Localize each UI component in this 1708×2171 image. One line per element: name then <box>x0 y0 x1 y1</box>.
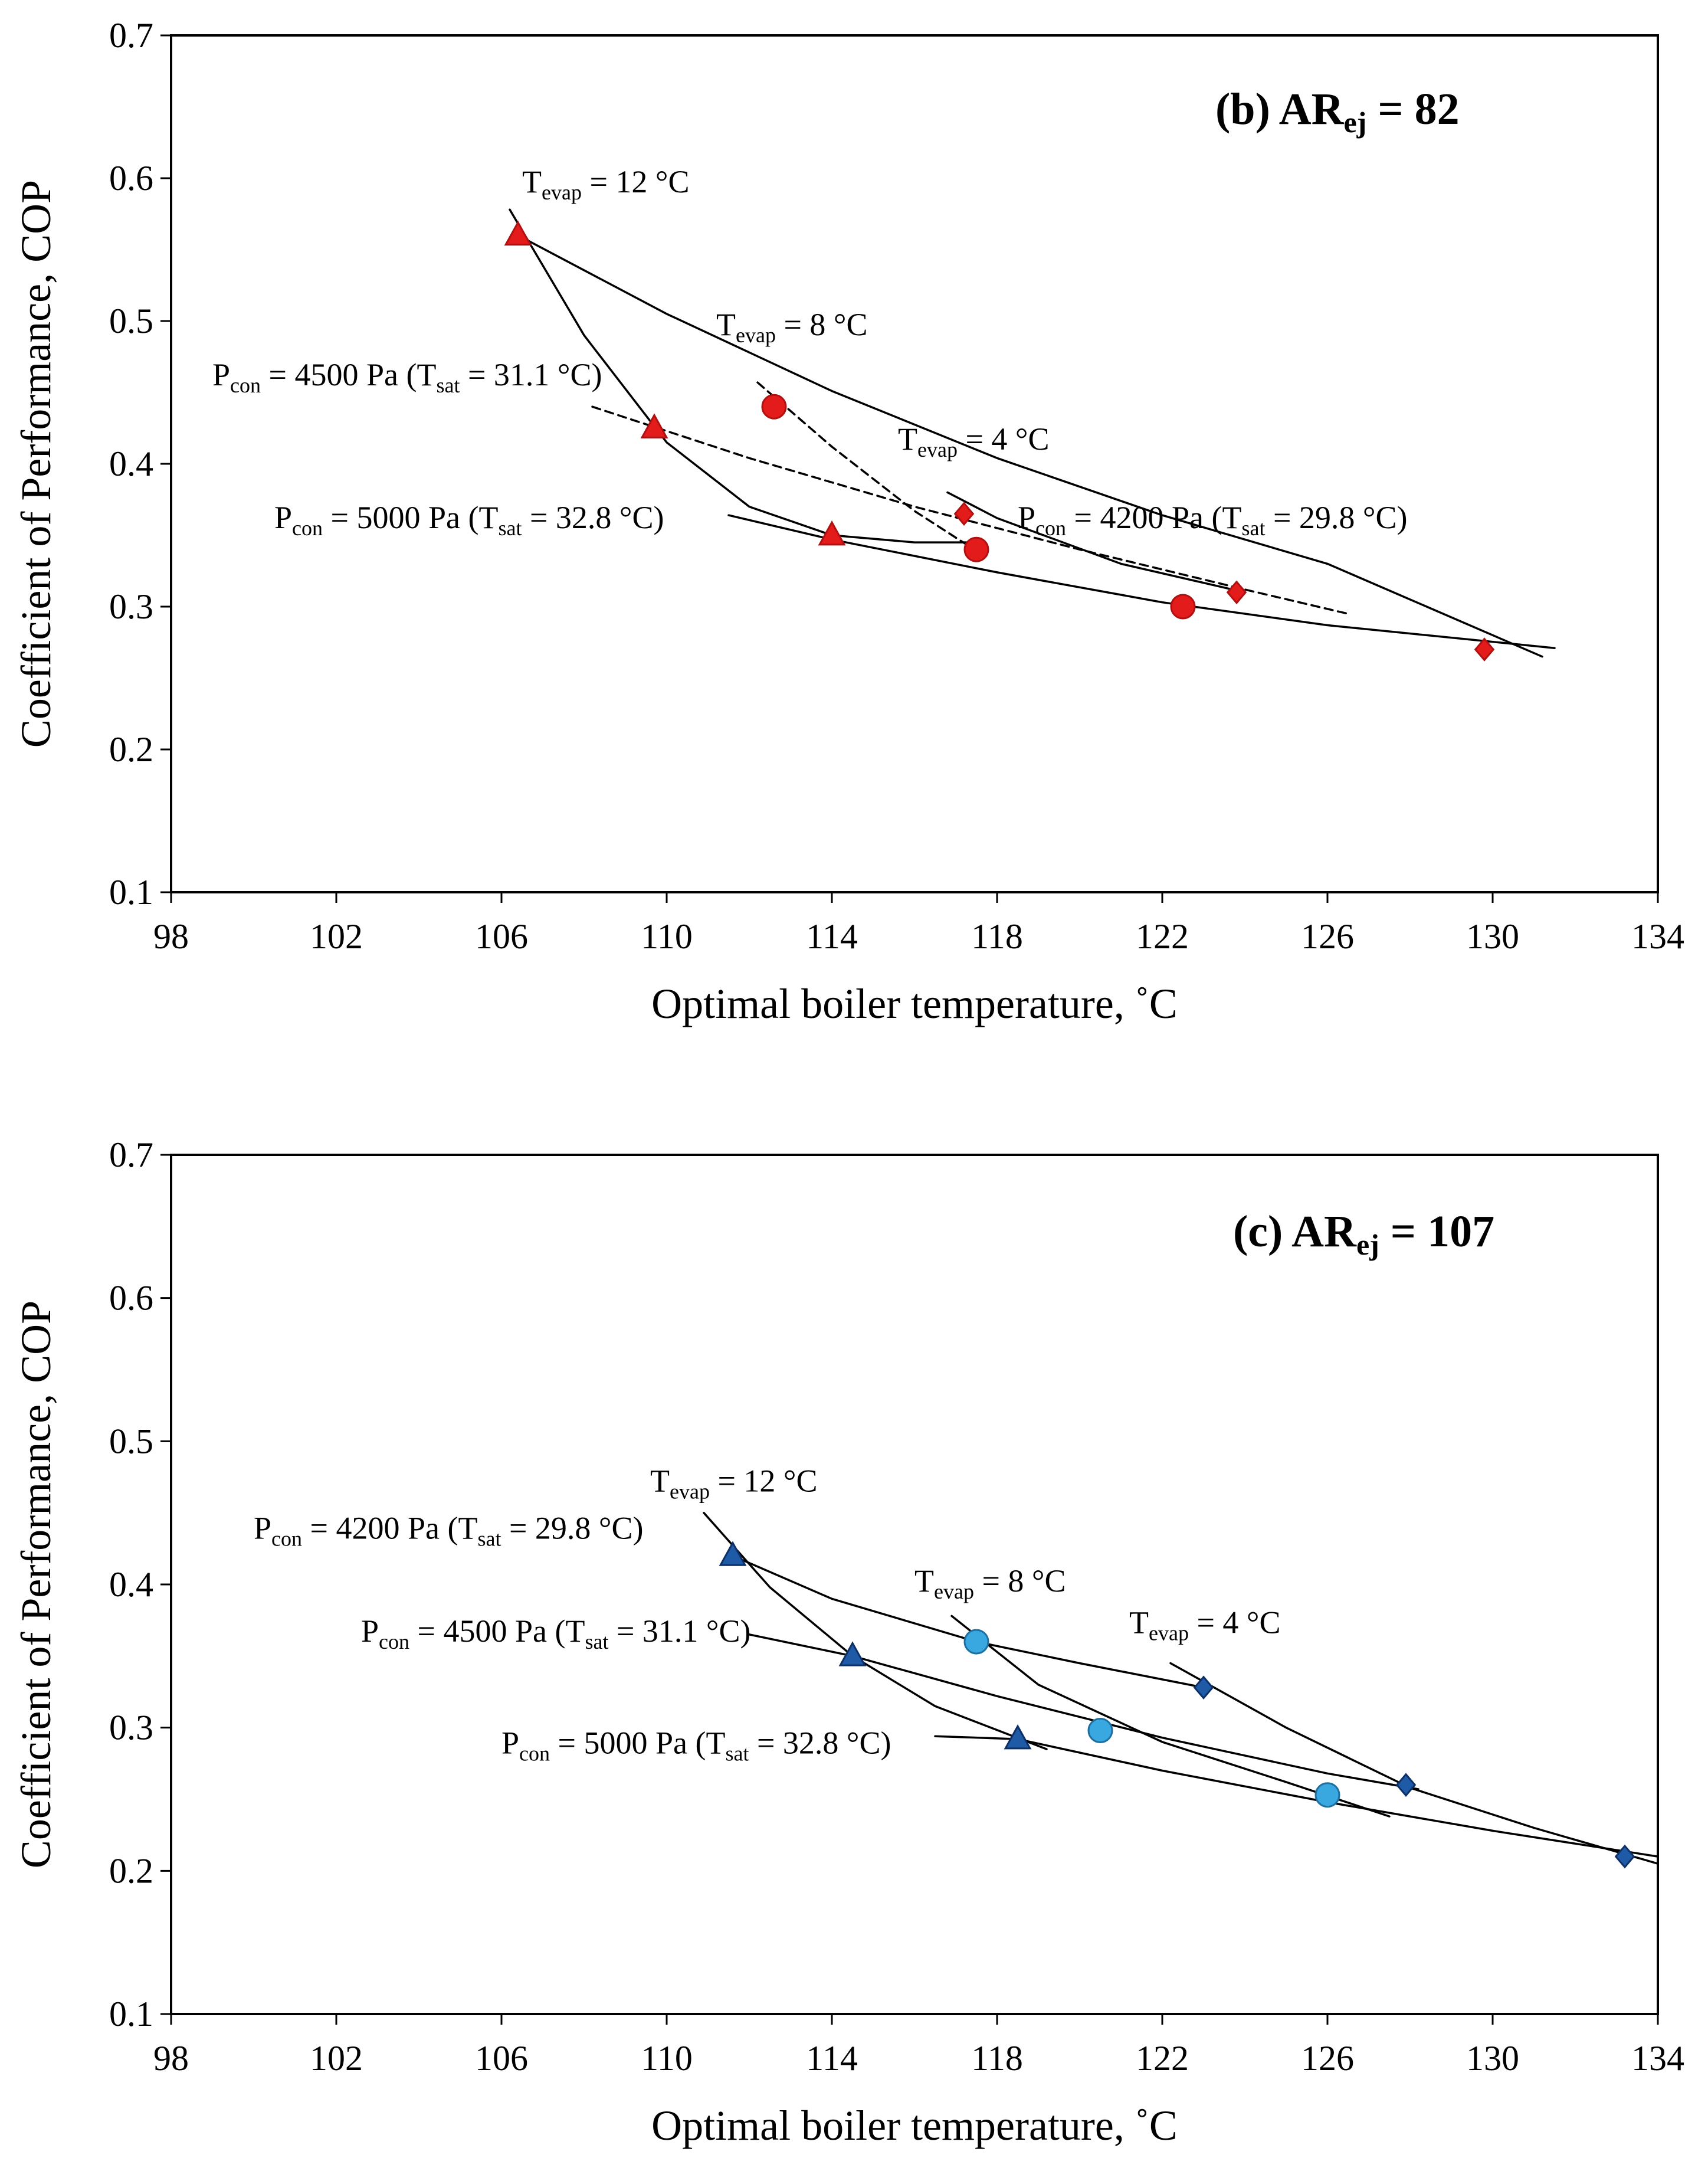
x-tick-label: 106 <box>475 917 528 956</box>
circle-marker <box>1170 594 1196 620</box>
x-tick-label: 98 <box>153 2039 189 2078</box>
curve-annotation: Pcon = 4200 Pa (Tsat = 29.8 °C) <box>254 1510 644 1550</box>
chart-panel-c: 98 102 106 110 114 118 122 126 130 134 0.1 0.2 0.3 0.… <box>12 1135 1684 2149</box>
y-tick-label: 0.4 <box>109 1565 153 1604</box>
x-tick-label: 98 <box>153 917 189 956</box>
y-tick-label: 0.5 <box>109 302 153 340</box>
x-tick-label: 102 <box>310 917 363 956</box>
circle-marker <box>963 536 989 562</box>
circle-marker <box>963 1629 989 1655</box>
curve-line <box>1169 1662 1659 1865</box>
curve-annotation: Pcon = 5000 Pa (Tsat = 32.8 °C) <box>501 1725 891 1765</box>
curve-line <box>756 381 978 552</box>
y-tick-label: 0.6 <box>109 1279 153 1318</box>
panel-title: (c) ARej = 107 <box>1233 1207 1494 1261</box>
x-tick-label: 118 <box>971 2039 1023 2078</box>
y-tick-label: 0.3 <box>109 1708 153 1747</box>
diamond-marker <box>1226 580 1247 605</box>
x-tick-label: 126 <box>1301 917 1354 956</box>
x-tick-label: 130 <box>1466 917 1519 956</box>
y-tick-label: 0.2 <box>109 1851 153 1890</box>
curve-annotation: Pcon = 4500 Pa (Tsat = 31.1 °C) <box>361 1613 751 1653</box>
curve-annotation: Tevap = 4 °C <box>898 421 1050 461</box>
triangle-marker <box>504 220 532 246</box>
curve-annotation: Tevap = 8 °C <box>716 307 868 347</box>
y-tick-label: 0.7 <box>109 16 153 55</box>
triangle-marker <box>640 413 668 438</box>
curve-line <box>591 405 1349 615</box>
curve-annotation: Pcon = 5000 Pa (Tsat = 32.8 °C) <box>274 500 664 540</box>
curve-annotation: Pcon = 4500 Pa (Tsat = 31.1 °C) <box>212 357 602 397</box>
x-tick-label: 110 <box>641 2039 693 2078</box>
plot-frame <box>170 34 1659 893</box>
y-axis-title: Coefficient of Performance, COP <box>12 180 60 748</box>
curve-annotation: Tevap = 12 °C <box>650 1463 818 1503</box>
curve-line <box>727 514 1556 649</box>
y-tick-label: 0.6 <box>109 159 153 198</box>
x-tick-label: 106 <box>475 2039 528 2078</box>
curve-line <box>946 491 1246 594</box>
x-tick-label: 126 <box>1301 2039 1354 2078</box>
x-tick-label: 134 <box>1631 2039 1684 2078</box>
x-tick-label: 130 <box>1466 2039 1519 2078</box>
curve-line <box>517 234 1543 658</box>
y-tick-label: 0.5 <box>109 1422 153 1461</box>
diamond-marker <box>1395 1773 1417 1797</box>
diamond-marker <box>1474 637 1495 662</box>
curve-annotation: Tevap = 12 °C <box>522 164 690 204</box>
curve-annotation: Tevap = 8 °C <box>914 1563 1066 1603</box>
curve-line <box>748 1633 1419 1790</box>
chart-panel-b: 98 102 106 110 114 118 122 126 130 134 0.1 0.2 0.3 0.… <box>12 16 1684 1027</box>
triangle-marker <box>719 1541 747 1566</box>
diamond-marker <box>953 502 975 526</box>
curve-line <box>703 1511 1048 1750</box>
y-tick-label: 0.2 <box>109 730 153 769</box>
x-tick-label: 114 <box>806 917 858 956</box>
diamond-marker <box>1614 1844 1635 1869</box>
y-tick-label: 0.3 <box>109 587 153 626</box>
x-tick-label: 134 <box>1631 917 1684 956</box>
x-tick-label: 110 <box>641 917 693 956</box>
x-axis-title: Optimal boiler temperature, ˚C <box>651 980 1178 1027</box>
x-tick-label: 102 <box>310 2039 363 2078</box>
curve-line <box>509 208 978 543</box>
y-tick-label: 0.4 <box>109 444 153 483</box>
y-axis-title: Coefficient of Performance, COP <box>12 1301 60 1868</box>
y-tick-label: 0.1 <box>109 1995 153 2034</box>
x-axis-title: Optimal boiler temperature, ˚C <box>651 2102 1178 2149</box>
x-tick-label: 118 <box>971 917 1023 956</box>
x-tick-label: 114 <box>806 2039 858 2078</box>
curve-line <box>934 1735 1659 1858</box>
curve-annotation: Tevap = 4 °C <box>1129 1605 1281 1645</box>
triangle-marker <box>838 1641 867 1666</box>
triangle-marker <box>818 520 846 546</box>
x-tick-label: 122 <box>1136 2039 1189 2078</box>
y-tick-label: 0.1 <box>109 873 153 912</box>
curve-annotation: Pcon = 4200 Pa (Tsat = 29.8 °C) <box>1018 500 1408 540</box>
triangle-marker <box>1004 1724 1032 1750</box>
diamond-marker <box>1193 1675 1214 1700</box>
x-tick-label: 122 <box>1136 917 1189 956</box>
y-tick-label: 0.7 <box>109 1135 153 1174</box>
circle-marker <box>1087 1718 1113 1744</box>
circle-marker <box>1314 1782 1340 1808</box>
panel-title: (b) ARej = 82 <box>1215 84 1460 139</box>
circle-marker <box>761 394 787 420</box>
